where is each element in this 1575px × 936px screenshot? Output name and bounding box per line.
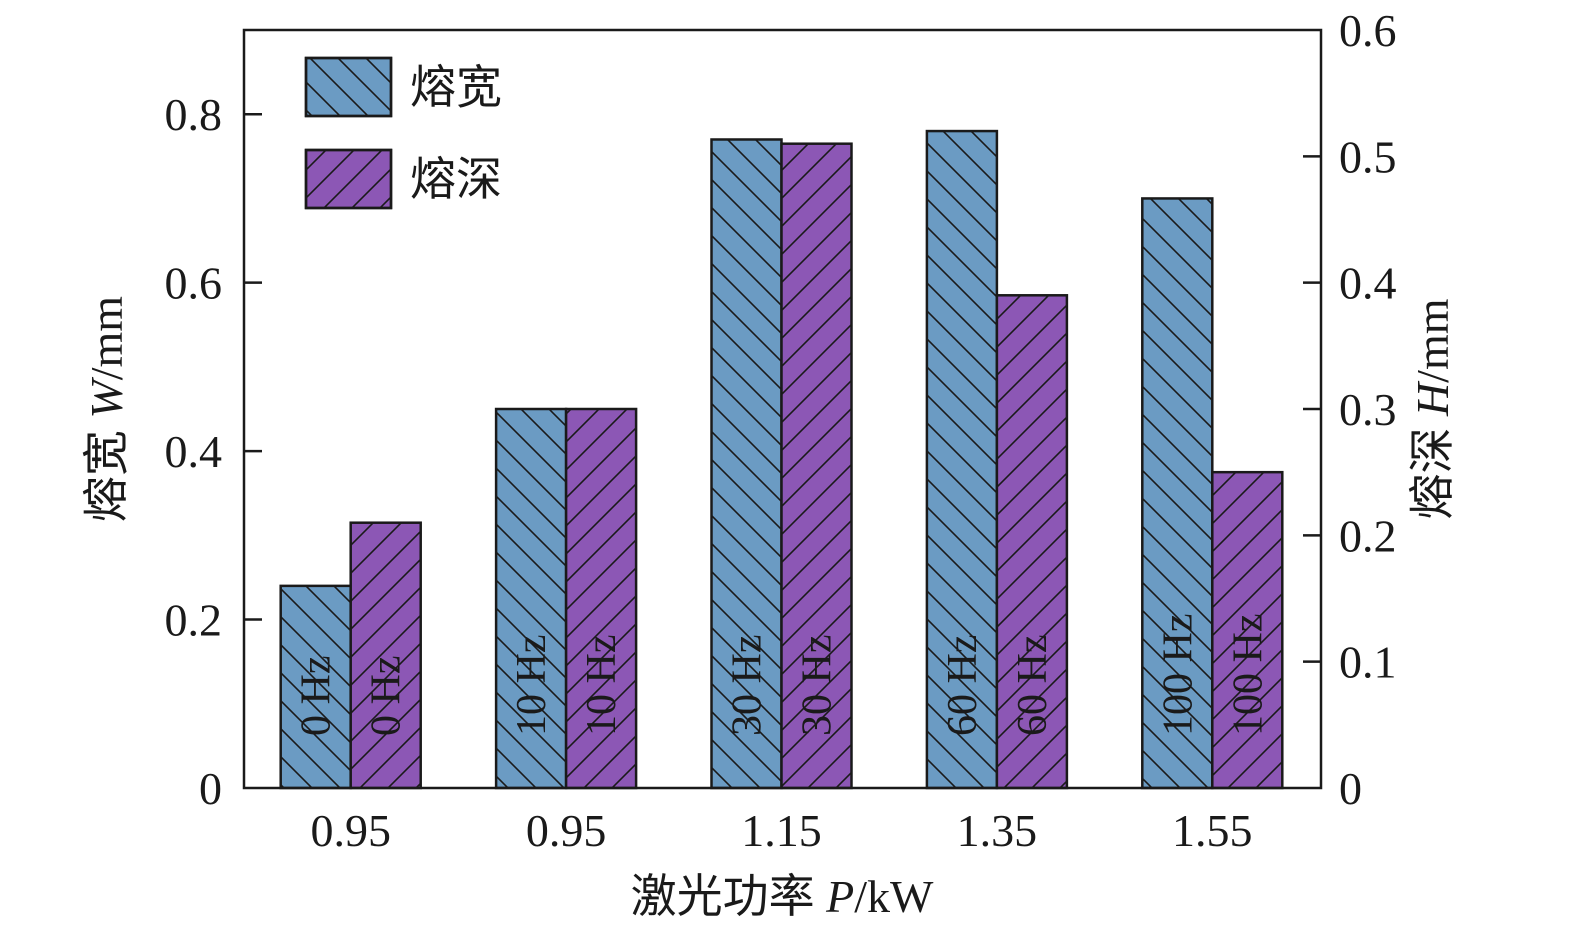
bar-depth-hatch: [349, 521, 422, 790]
x-tick-label: 1.35: [957, 805, 1038, 856]
bar-label-width: 60 Hz: [940, 635, 986, 736]
x-tick-label: 1.55: [1172, 805, 1253, 856]
x-tick-label: 0.95: [526, 805, 607, 856]
legend: 熔宽 熔深: [304, 56, 502, 210]
y2-axis-title-var: H: [1407, 380, 1458, 417]
legend-label-width: 熔宽: [410, 62, 502, 113]
y2-axis-title: 熔深 H/mm: [1407, 298, 1458, 519]
bar-label-width: 0 Hz: [294, 656, 340, 736]
y-tick-label: 0: [199, 763, 222, 814]
y2-tick-label: 0.4: [1339, 258, 1397, 309]
bar-label-width: 10 Hz: [509, 635, 555, 736]
bar-depth-hatch: [780, 142, 853, 790]
y2-tick-label: 0.5: [1339, 131, 1397, 182]
bar-depth-hatch: [995, 294, 1069, 790]
bar-width-hatch: [279, 584, 352, 790]
x-axis-title-var: P: [825, 871, 854, 922]
y-tick-label: 0.2: [165, 595, 223, 646]
bar-width-hatch: [710, 138, 783, 790]
bar-depth-hatch: [1211, 470, 1284, 790]
y-axis-title: 熔宽 W/mm: [81, 296, 132, 522]
y-tick-label: 0.8: [165, 89, 223, 140]
y2-tick-label: 0: [1339, 763, 1362, 814]
bars-group: [279, 129, 1284, 790]
bar-labels-group: 0 Hz 0 Hz 10 Hz 10 Hz 30 Hz 30 Hz 60 Hz 60 Hz 10…: [294, 614, 1272, 736]
legend-swatch-depth-hatch: [304, 148, 393, 210]
legend-label-depth: 熔深: [410, 154, 502, 205]
y-axis-ticks: 0 0.2 0.4 0.6 0.8: [165, 89, 262, 814]
legend-swatch-width-hatch: [304, 56, 393, 118]
y2-tick-label: 0.6: [1339, 5, 1397, 56]
bar-label-width: 100 Hz: [1155, 614, 1201, 736]
y2-tick-label: 0.1: [1339, 637, 1397, 688]
y2-axis-ticks: 0 0.1 0.2 0.3 0.4 0.5 0.6: [1303, 5, 1397, 814]
x-tick-label: 0.95: [310, 805, 391, 856]
bar-label-width: 30 Hz: [725, 635, 771, 736]
x-axis-ticks: 0.95 0.95 1.15 1.35 1.55: [310, 805, 1252, 856]
bar-label-depth: 0 Hz: [364, 656, 410, 736]
bar-label-depth: 10 Hz: [579, 635, 625, 736]
y-axis-title-var: W: [81, 377, 132, 419]
y2-tick-label: 0.3: [1339, 384, 1397, 435]
y-tick-label: 0.4: [165, 426, 223, 477]
y2-tick-label: 0.2: [1339, 510, 1397, 561]
bar-width-hatch: [1141, 197, 1214, 790]
x-axis-title: 激光功率 P/kW: [631, 871, 934, 922]
x-tick-label: 1.15: [741, 805, 822, 856]
y-tick-label: 0.6: [165, 258, 223, 309]
bar-label-depth: 100 Hz: [1225, 614, 1271, 736]
bar-label-depth: 30 Hz: [795, 635, 841, 736]
bar-label-depth: 60 Hz: [1010, 635, 1056, 736]
